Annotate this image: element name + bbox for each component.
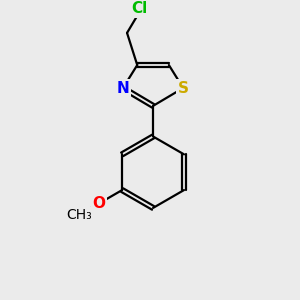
Text: Cl: Cl — [132, 2, 148, 16]
Text: N: N — [117, 80, 129, 95]
Text: O: O — [93, 196, 106, 211]
Text: S: S — [178, 80, 189, 95]
Text: CH₃: CH₃ — [66, 208, 92, 222]
